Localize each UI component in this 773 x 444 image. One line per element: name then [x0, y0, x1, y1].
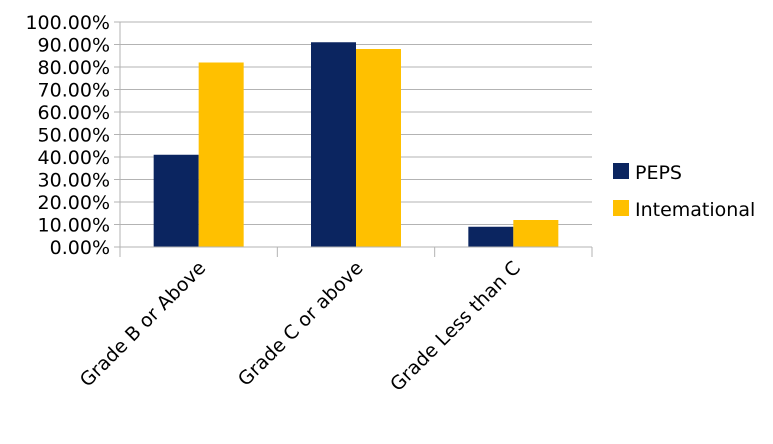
y-tick-label: 0.00% — [50, 237, 110, 259]
bar-peps-0 — [153, 154, 199, 247]
y-tick-label: 70.00% — [38, 80, 110, 102]
bars — [153, 42, 559, 247]
bar-intemational-0 — [198, 62, 244, 247]
y-tick-label: 90.00% — [38, 35, 110, 57]
x-category-label: Grade Less than C — [386, 257, 525, 396]
x-category-label: Grade B or Above — [76, 257, 210, 391]
y-tick-label: 60.00% — [38, 102, 110, 124]
y-tick-label: 100.00% — [25, 12, 110, 34]
bar-peps-1 — [311, 42, 356, 247]
bar-intemational-1 — [356, 49, 401, 247]
legend-label: Intemational — [635, 199, 755, 221]
y-tick-label: 50.00% — [38, 125, 110, 147]
legend-swatch-intemational — [613, 200, 629, 216]
y-tick-label: 10.00% — [38, 215, 110, 237]
x-category-labels: Grade B or Above Grade C or above Grade Le… — [76, 257, 525, 396]
legend: PEPS Intemational — [613, 162, 755, 221]
y-tick-label: 20.00% — [38, 192, 110, 214]
legend-label: PEPS — [635, 162, 682, 184]
bar-peps-2 — [468, 226, 514, 247]
y-tick-label: 80.00% — [38, 57, 110, 79]
y-tick-label: 40.00% — [38, 147, 110, 169]
axes — [114, 21, 593, 257]
x-category-label: Grade C or above — [234, 257, 368, 391]
y-tick-labels: 0.00%10.00%20.00%30.00%40.00%50.00%60.00… — [25, 12, 110, 259]
y-tick-label: 30.00% — [38, 170, 110, 192]
legend-swatch-peps — [613, 163, 629, 179]
bar-intemational-2 — [513, 220, 559, 247]
